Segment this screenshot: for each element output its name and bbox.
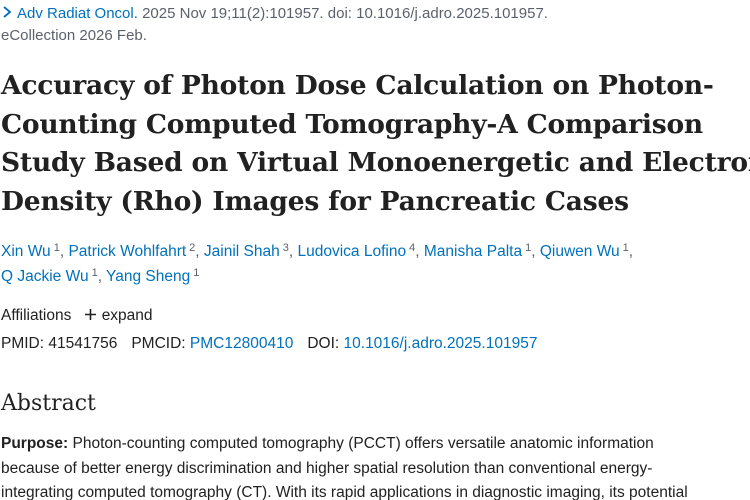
identifiers-row: PMID: 41541756 PMCID: PMC12800410 DOI: 10.… <box>1 333 537 355</box>
citation-details: 2025 Nov 19;11(2):101957. doi: 10.1016/j… <box>137 5 548 22</box>
author-affiliation-number[interactable]: 1 <box>91 267 98 279</box>
expand-label: expand <box>101 307 153 324</box>
author-name: Q Jackie Wu <box>1 268 89 285</box>
citation-ecollection: eCollection 2026 Feb. <box>1 27 147 44</box>
author-affiliation-number[interactable]: 1 <box>193 267 200 279</box>
doi-link[interactable]: 10.1016/j.adro.2025.101957 <box>343 335 538 352</box>
author-affiliation-number[interactable]: 2 <box>189 242 196 254</box>
author-link[interactable]: Q Jackie Wu 1 <box>1 267 98 286</box>
author-link[interactable]: Manisha Palta 1 <box>423 242 532 261</box>
author-name: Qiuwen Wu <box>539 243 620 260</box>
author-name: Yang Sheng <box>106 268 191 285</box>
abstract-line: because of better energy discrimination … <box>1 459 653 477</box>
author-name: Manisha Palta <box>423 243 523 260</box>
author-name: Jainil Shah <box>203 243 280 260</box>
author-list: Xin Wu 1, Patrick Wohlfahrt 2, Jainil Shah… <box>1 239 746 289</box>
chevron-right-icon[interactable] <box>1 5 13 19</box>
affiliations-row: Affiliations expand <box>1 305 153 327</box>
article-title: Accuracy of Photon Dose Calculation on P… <box>1 67 750 221</box>
doi-label: DOI: <box>307 335 340 352</box>
abstract-text: Photon-counting computed tomography (PCC… <box>68 435 654 452</box>
pmcid-label: PMCID: <box>131 335 186 352</box>
pmid-value: 41541756 <box>48 335 118 352</box>
author-link[interactable]: Yang Sheng 1 <box>106 267 200 286</box>
citation-line-1: Adv Radiat Oncol. 2025 Nov 19;11(2):1019… <box>1 3 746 25</box>
author-link[interactable]: Ludovica Lofino 4 <box>297 242 416 261</box>
title-line: Accuracy of Photon Dose Calculation on P… <box>1 70 714 101</box>
author-link[interactable]: Patrick Wohlfahrt 2 <box>68 242 196 261</box>
plus-icon <box>84 309 96 320</box>
author-affiliation-number[interactable]: 4 <box>409 242 416 254</box>
author-line-2: Q Jackie Wu 1, Yang Sheng 1 <box>1 267 200 286</box>
affiliations-expand-button[interactable]: expand <box>84 305 153 327</box>
journal-link[interactable]: Adv Radiat Oncol. <box>17 5 138 22</box>
title-line: Density (Rho) Images for Pancreatic Case… <box>1 185 629 217</box>
author-affiliation-number[interactable]: 3 <box>282 242 289 254</box>
author-affiliation-number[interactable]: 1 <box>622 242 629 254</box>
author-link[interactable]: Qiuwen Wu 1 <box>539 242 629 261</box>
author-link[interactable]: Jainil Shah 3 <box>203 242 289 261</box>
citation: Adv Radiat Oncol. 2025 Nov 19;11(2):1019… <box>1 3 746 47</box>
pmcid-link[interactable]: PMC12800410 <box>189 335 294 352</box>
abstract-body: Purpose: Photon-counting computed tomogr… <box>1 432 746 500</box>
author-line-1: Xin Wu 1, Patrick Wohlfahrt 2, Jainil Shah… <box>1 242 634 261</box>
abstract-line: Purpose: Photon-counting computed tomogr… <box>1 432 746 457</box>
pmid-label: PMID: <box>1 335 45 352</box>
author-name: Xin Wu <box>1 243 51 260</box>
author-link[interactable]: Xin Wu 1 <box>1 242 60 261</box>
author-name: Ludovica Lofino <box>297 243 407 260</box>
title-line: Study Based on Virtual Monoenergetic and… <box>1 147 750 178</box>
purpose-label: Purpose: <box>1 435 69 452</box>
affiliations-label: Affiliations <box>1 307 72 324</box>
abstract-line: integrating computed tomography (CT). Wi… <box>1 484 688 500</box>
author-name: Patrick Wohlfahrt <box>68 243 187 260</box>
title-line: Counting Computed Tomography-A Compariso… <box>1 108 703 140</box>
author-affiliation-number[interactable]: 1 <box>525 242 532 254</box>
abstract-heading: Abstract <box>1 391 96 416</box>
author-affiliation-number[interactable]: 1 <box>53 242 60 254</box>
